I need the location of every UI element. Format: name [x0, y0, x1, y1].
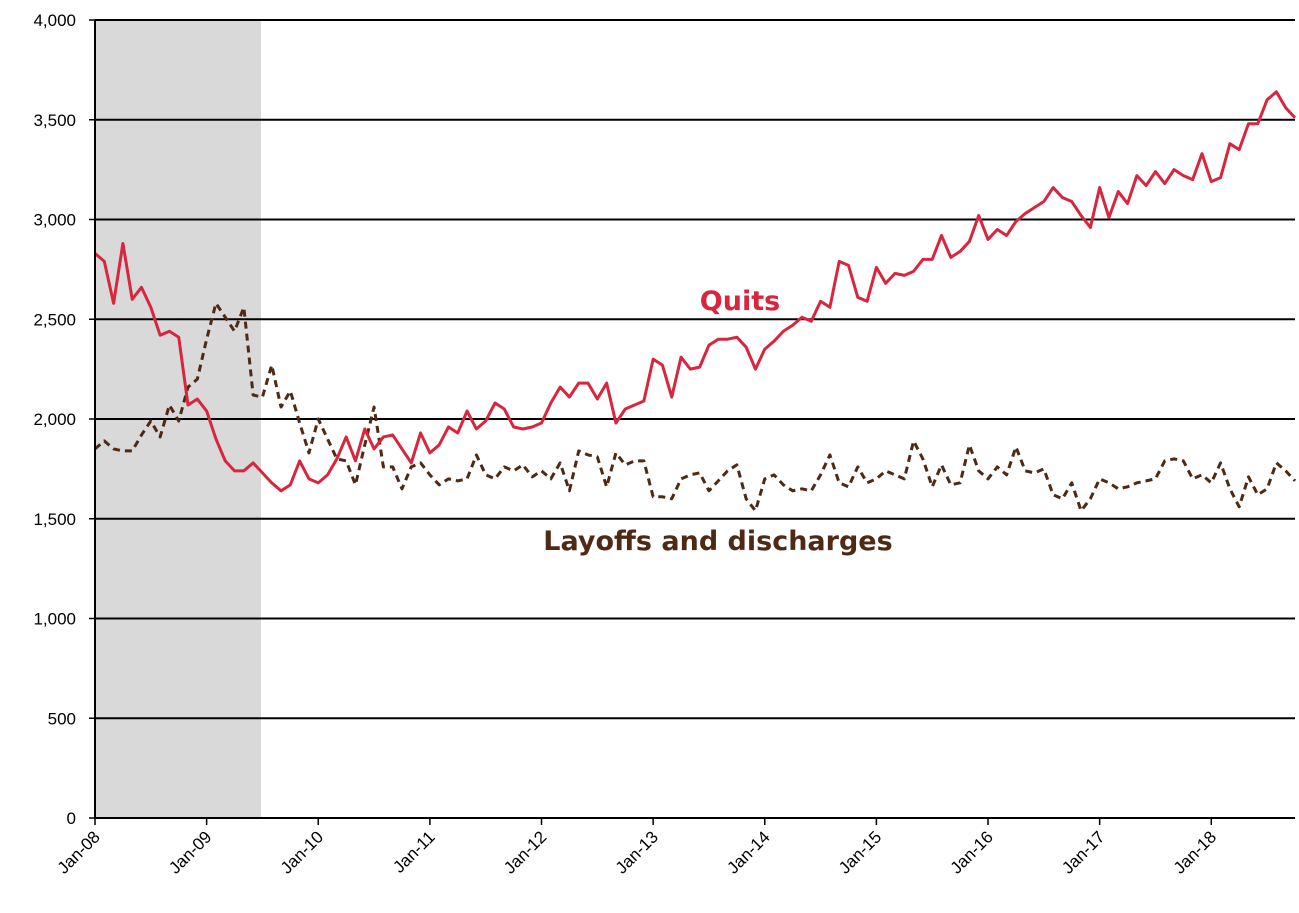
x-tick-label: Jan-12 [500, 827, 550, 877]
x-tick-label: Jan-10 [277, 827, 327, 877]
y-tick-label: 500 [48, 709, 76, 728]
y-tick-label: 0 [67, 809, 76, 828]
series-label: Layoffs and discharges [543, 526, 892, 557]
x-tick-label: Jan-14 [723, 827, 773, 877]
x-tick-label: Jan-16 [947, 827, 997, 877]
y-tick-label: 2,000 [33, 410, 76, 429]
series-line [94, 90, 1297, 493]
x-tick-label: Jan-18 [1170, 827, 1220, 877]
x-tick-label: Jan-09 [165, 827, 215, 877]
y-tick-label: 3,500 [33, 111, 76, 130]
x-tick-label: Jan-08 [54, 827, 104, 877]
x-tick-label: Jan-11 [389, 827, 438, 876]
x-tick-label: Jan-17 [1058, 827, 1108, 877]
x-tick-label: Jan-15 [835, 827, 885, 877]
y-tick-label: 4,000 [33, 11, 76, 30]
y-tick-label: 2,500 [33, 310, 76, 329]
y-tick-label: 3,000 [33, 211, 76, 230]
series-line [94, 301, 1297, 513]
y-tick-label: 1,500 [33, 510, 76, 529]
x-tick-label: Jan-13 [612, 827, 662, 877]
y-tick-label: 1,000 [33, 610, 76, 629]
series-label: Quits [700, 286, 780, 317]
